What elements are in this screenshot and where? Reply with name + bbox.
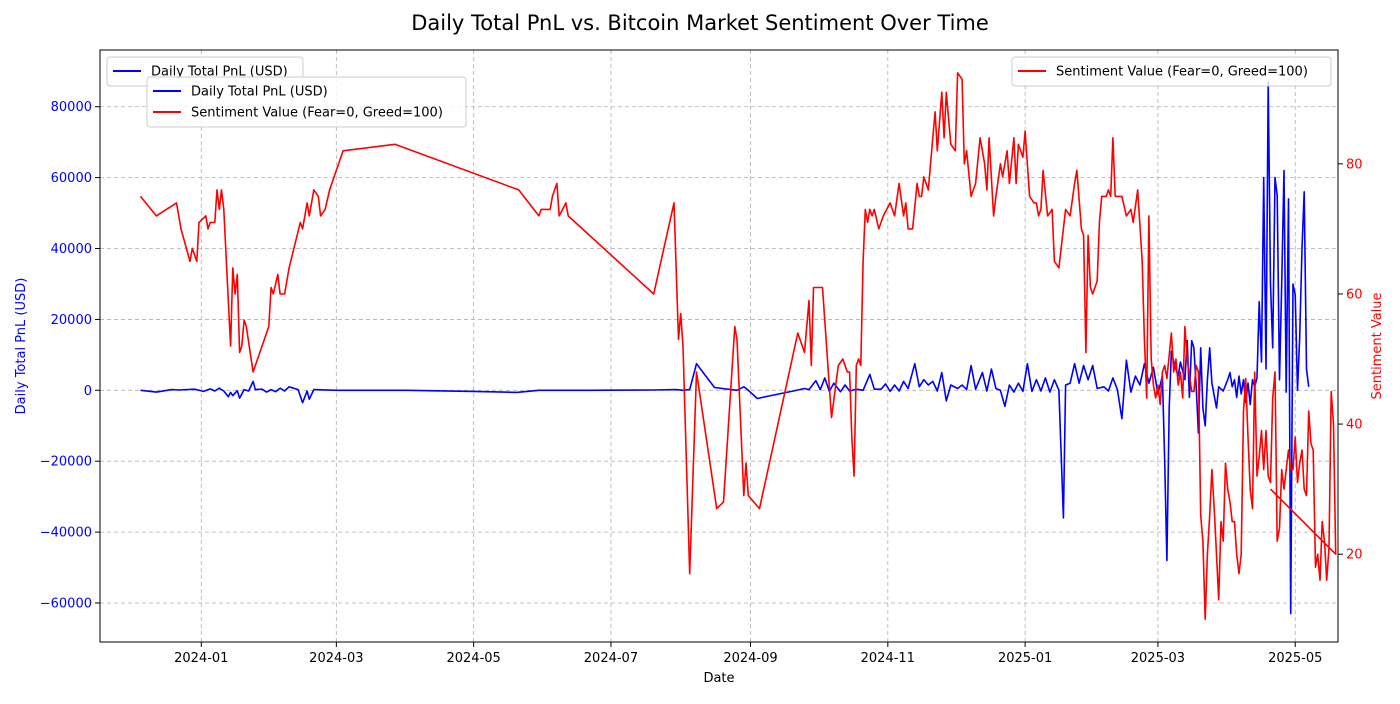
x-tick-label: 2024-05 (446, 651, 500, 666)
right-y-tick-label: 80 (1346, 157, 1363, 172)
left-y-tick-label: 40000 (51, 242, 92, 257)
right-y-tick-label: 20 (1346, 548, 1363, 563)
left-y-tick-label: −40000 (40, 526, 92, 541)
x-tick-label: 2024-11 (861, 651, 915, 666)
right-y-tick-label: 60 (1346, 287, 1363, 302)
left-y-tick-label: 80000 (51, 100, 92, 115)
legend-label: Daily Total PnL (USD) (151, 65, 288, 80)
x-tick-label: 2025-01 (998, 651, 1052, 666)
legend-label: Daily Total PnL (USD) (191, 85, 328, 100)
x-tick-label: 2024-01 (174, 651, 228, 666)
x-tick-label: 2025-03 (1131, 651, 1185, 666)
x-tick-label: 2024-03 (309, 651, 363, 666)
x-tick-label: 2024-09 (723, 651, 777, 666)
pnl-series-line (140, 81, 1310, 615)
sentiment-series-line (139, 72, 1337, 621)
plot-frame (99, 49, 1339, 643)
legend-box (146, 76, 467, 128)
x-tick-label: 2025-05 (1268, 651, 1322, 666)
grid-lines (100, 50, 1338, 642)
series-lines (139, 72, 1337, 621)
x-tick-label: 2024-07 (584, 651, 638, 666)
right-y-axis-label: Sentiment Value (1370, 292, 1385, 399)
left-y-tick-label: −20000 (40, 455, 92, 470)
left-y-tick-label: −60000 (40, 597, 92, 612)
legend-top-right: Sentiment Value (Fear=0, Greed=100) (1011, 56, 1332, 87)
left-y-tick-label: 60000 (51, 171, 92, 186)
x-axis: 2024-01 2024-03 2024-05 2024-07 2024-09 2024-… (174, 642, 1322, 666)
left-y-axis: −60000 −40000 −20000 0 20000 40000 60000 80000 (40, 100, 100, 612)
legend-label: Sentiment Value (Fear=0, Greed=100) (191, 106, 443, 121)
left-y-tick-label: 20000 (51, 313, 92, 328)
x-axis-label: Date (703, 671, 734, 686)
legends: Daily Total PnL (USD)Daily Total PnL (US… (106, 56, 1332, 128)
right-y-axis: 20 40 60 80 (1338, 157, 1363, 563)
legend-box (1011, 56, 1332, 87)
legend-label: Sentiment Value (Fear=0, Greed=100) (1056, 65, 1308, 80)
left-y-tick-label: 0 (84, 384, 92, 399)
chart-title: Daily Total PnL vs. Bitcoin Market Senti… (411, 11, 989, 35)
right-y-tick-label: 40 (1346, 418, 1363, 433)
legend-top-left-inset: Daily Total PnL (USD) Sentiment Value (Fe… (146, 76, 467, 128)
left-y-axis-label: Daily Total PnL (USD) (14, 278, 29, 415)
